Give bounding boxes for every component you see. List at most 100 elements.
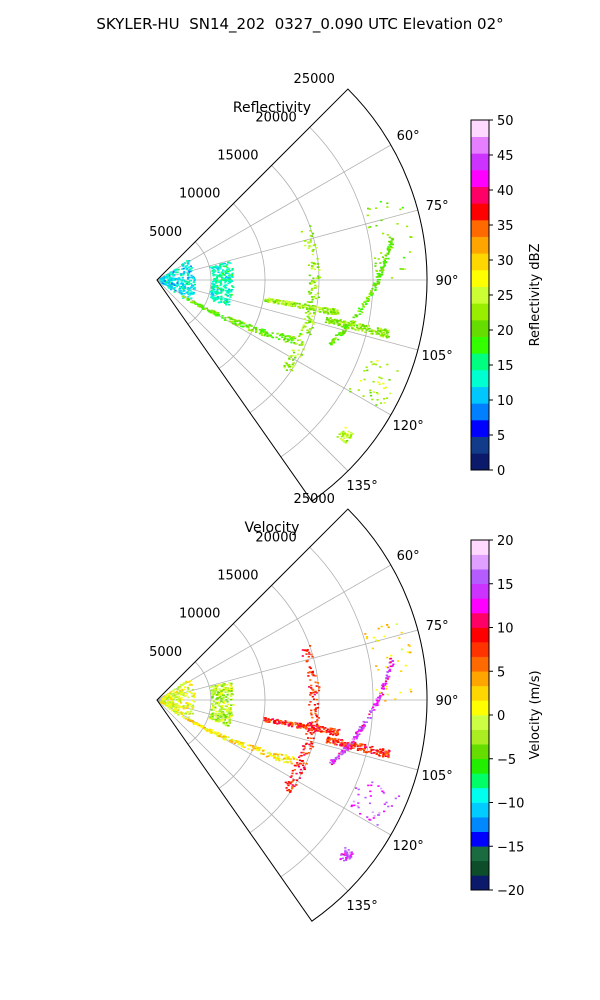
radial-gridline (249, 585, 320, 834)
echo-gate (211, 267, 214, 269)
echo-gate (206, 729, 209, 731)
echo-gate (335, 320, 338, 322)
echo-gate (388, 669, 391, 672)
echo-gate (162, 698, 165, 700)
echo-gate (231, 268, 234, 270)
echo-gate (290, 301, 294, 303)
echo-gate (309, 724, 312, 727)
echo-gate (334, 737, 337, 740)
echo-gate (239, 322, 242, 324)
echo-gate (397, 660, 400, 662)
echo-gate (298, 339, 301, 341)
echo-gate (384, 684, 387, 686)
angular-tick-label: 135° (346, 479, 377, 494)
echo-gate (341, 332, 344, 334)
echo-gate (304, 240, 307, 242)
echo-gate (287, 301, 290, 303)
echo-gate (220, 299, 223, 301)
echo-gate (326, 310, 329, 313)
echo-gate (204, 728, 207, 730)
echo-gate (287, 756, 290, 758)
echo-gate (351, 433, 354, 435)
echo-gate (212, 268, 215, 271)
echo-gate (226, 717, 229, 720)
echo-gate (228, 276, 231, 279)
echo-gate (229, 296, 232, 298)
echo-gate (211, 272, 214, 275)
echo-gate (350, 433, 353, 436)
polar-sector-outline (156, 508, 428, 922)
echo-gate (191, 699, 194, 702)
echo-gate (316, 266, 319, 268)
echo-gate (326, 317, 329, 319)
echo-gate (342, 752, 345, 754)
echo-gate (305, 306, 308, 309)
colorbar-tick-label: 15 (497, 359, 514, 374)
echo-gate (352, 747, 355, 749)
echo-gate (186, 267, 189, 270)
echo-gate (181, 689, 184, 692)
echo-gate (183, 287, 186, 290)
echo-gate (166, 281, 169, 284)
radial-tick-label: 25000 (294, 492, 335, 507)
echo-gate (365, 327, 368, 330)
echo-gate (215, 290, 218, 293)
echo-gate (364, 744, 367, 746)
echo-gate (208, 717, 211, 720)
echo-gate (188, 294, 191, 296)
echo-gate (363, 325, 366, 327)
echo-gate (191, 688, 194, 691)
echo-gate (278, 753, 281, 755)
echo-gate (390, 242, 393, 244)
echo-gate (308, 729, 311, 732)
echo-gate (216, 287, 219, 289)
echo-gate (318, 269, 321, 271)
echo-gate (282, 300, 285, 302)
echo-gate (406, 225, 409, 228)
angular-tick-label: 75° (426, 619, 449, 634)
echo-gate (369, 389, 372, 392)
angular-tick-label: 90° (435, 694, 458, 709)
echo-gate (302, 324, 305, 326)
echo-gate (361, 323, 364, 326)
colorbar-swatch (471, 612, 489, 628)
echo-gate (215, 285, 218, 288)
colorbar-swatch (471, 170, 489, 187)
echo-gate (353, 744, 356, 747)
echo-gate (357, 389, 360, 391)
echo-gate (281, 721, 284, 723)
colorbar-swatch (471, 320, 489, 337)
echo-gate (297, 349, 300, 352)
echo-gate (273, 753, 276, 755)
echo-gate (210, 729, 213, 731)
echo-gate (227, 288, 231, 291)
echo-gate (376, 279, 379, 281)
echo-gate (381, 336, 385, 338)
echo-gate (220, 690, 223, 692)
echo-gate (222, 288, 225, 291)
echo-gate (351, 324, 354, 327)
echo-gate (371, 333, 374, 335)
echo-gate (165, 276, 168, 278)
echo-gate (344, 746, 347, 749)
echo-gate (216, 284, 219, 287)
echo-gate (241, 746, 244, 748)
echo-gate (182, 297, 185, 299)
echo-gate (190, 267, 193, 269)
echo-gate (262, 331, 265, 333)
echo-gate (388, 249, 391, 252)
echo-gate (386, 676, 389, 678)
echo-gate (176, 269, 179, 271)
echo-gate (379, 327, 383, 330)
echo-gate (314, 712, 317, 715)
echo-gate (353, 804, 356, 807)
echo-gate (349, 855, 352, 857)
echo-gate (213, 284, 217, 287)
echo-gate (363, 378, 366, 381)
echo-gate (302, 766, 305, 769)
echo-gate (220, 291, 223, 294)
echo-gate (389, 245, 392, 248)
colorbar-label: Velocity (m/s) (528, 670, 543, 759)
echo-gate (337, 324, 340, 327)
echo-gate (375, 752, 379, 755)
